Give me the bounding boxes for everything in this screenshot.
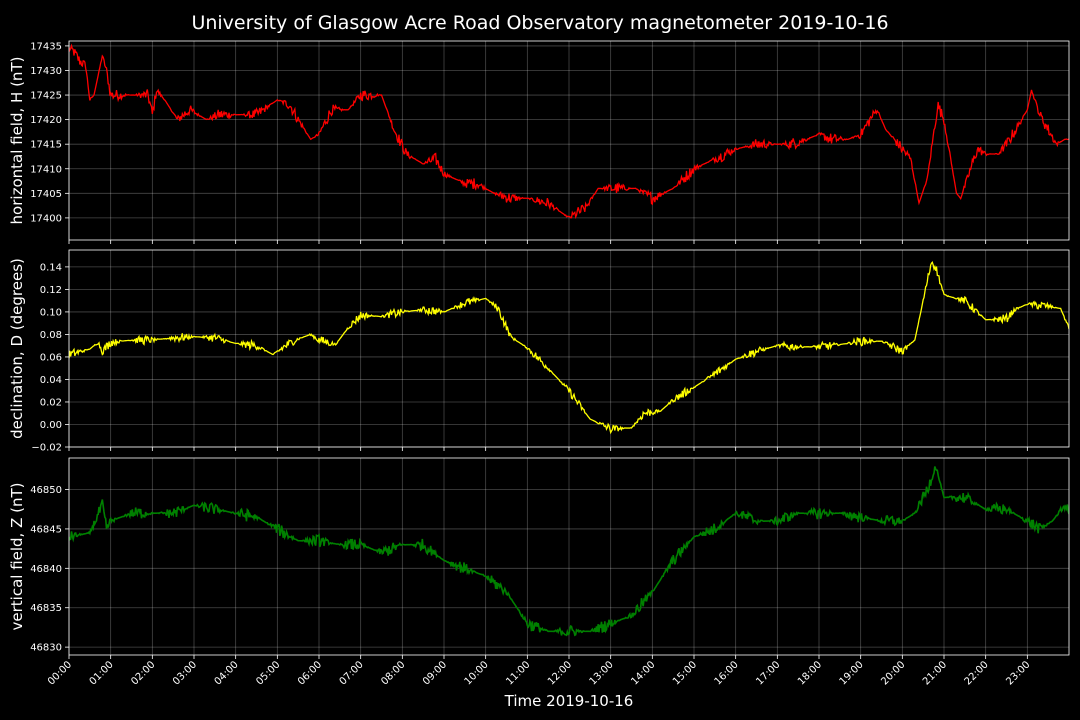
x-tick-label: 04:00 [213, 659, 241, 687]
y-axis-label: vertical field, Z (nT) [8, 482, 26, 630]
y-tick-label: 0.14 [40, 262, 62, 273]
x-tick-label: 13:00 [588, 659, 616, 687]
y-tick-label: 17405 [30, 189, 62, 200]
x-tick-label: 05:00 [254, 659, 282, 687]
panel-frame [68, 40, 1070, 241]
y-tick-label: 46835 [30, 603, 62, 614]
panel-vertical: 46830 46835 46840 46845 46850 vertical field,… [8, 457, 1070, 659]
x-tick-label: 07:00 [338, 659, 366, 687]
chart-title: University of Glasgow Acre Road Observat… [191, 12, 888, 34]
x-tick-label: 16:00 [713, 659, 741, 687]
y-tick-label: 17425 [30, 91, 62, 102]
y-tick-label: 17420 [30, 115, 62, 126]
y-tick-label: 46840 [30, 564, 62, 575]
x-tick-label: 14:00 [629, 659, 657, 687]
x-tick-label: 19:00 [838, 659, 866, 687]
x-tick-label: 18:00 [796, 659, 824, 687]
chart-panels: 17400 17405 17410 17415 17420 17425 17430 17435… [8, 40, 1070, 659]
x-axis-label: Time 2019-10-16 [504, 692, 634, 710]
x-tick-label: 17:00 [754, 659, 782, 687]
y-tick-label: 46830 [30, 643, 62, 654]
y-tick-label: 0.06 [40, 352, 62, 363]
x-tick-label: 11:00 [504, 659, 532, 687]
y-tick-label: 46845 [30, 524, 62, 535]
x-tick-label: 22:00 [963, 659, 991, 687]
panel-horizontal: 17400 17405 17410 17415 17420 17425 17430 17435… [8, 40, 1070, 244]
series-line-vertical [69, 466, 1069, 637]
x-tick-label: 20:00 [879, 659, 907, 687]
y-axis-label: declination, D (degrees) [8, 258, 26, 439]
y-tick-label: 0.08 [40, 330, 62, 341]
x-tick-label: 21:00 [921, 659, 949, 687]
x-tick-label: 00:00 [46, 659, 74, 687]
y-tick-label: 17435 [30, 41, 62, 52]
y-tick-label: 17415 [30, 140, 62, 151]
x-tick-label: 10:00 [463, 659, 491, 687]
x-tick-label: 03:00 [171, 659, 199, 687]
panel-declination: −0.02 0.00 0.02 0.04 0.06 0.08 0.10 0.12 0.14 dec… [8, 249, 1070, 454]
y-tick-label: 0.10 [40, 307, 62, 318]
y-tick-label: 17430 [30, 66, 62, 77]
y-tick-label: 0.02 [40, 397, 62, 408]
x-tick-label: 09:00 [421, 659, 449, 687]
x-tick-label: 02:00 [129, 659, 157, 687]
x-tick-label: 06:00 [296, 659, 324, 687]
series-line-declination [69, 260, 1069, 435]
x-tick-label: 01:00 [88, 659, 116, 687]
panel-frame [68, 457, 1070, 656]
y-tick-label: 0.04 [40, 375, 62, 386]
y-tick-label: 17400 [30, 213, 62, 224]
series-line-horizontal [69, 43, 1069, 220]
y-tick-label: 0.12 [40, 285, 62, 296]
y-tick-label: −0.02 [31, 443, 62, 454]
y-tick-label: 17410 [30, 164, 62, 175]
x-tick-label: 12:00 [546, 659, 574, 687]
y-axis-label: horizontal field, H (nT) [8, 57, 26, 225]
y-tick-label: 46850 [30, 485, 62, 496]
x-tick-label: 15:00 [671, 659, 699, 687]
x-tick-label: 08:00 [379, 659, 407, 687]
x-tick-label: 23:00 [1004, 659, 1032, 687]
y-tick-label: 0.00 [40, 420, 62, 431]
x-axis: 00:00 01:00 02:00 03:00 04:00 05:00 06:00 07:00… [46, 659, 1032, 687]
panel-frame [68, 249, 1070, 448]
